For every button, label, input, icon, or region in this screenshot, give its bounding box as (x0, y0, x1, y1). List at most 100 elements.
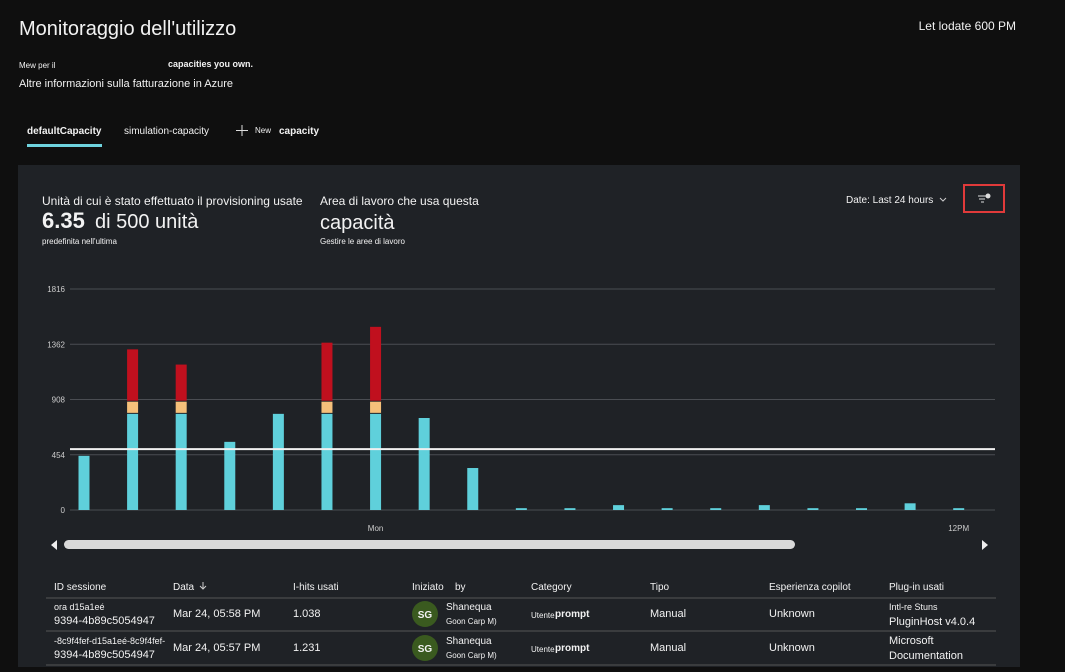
filter-icon (985, 193, 991, 199)
cell: Utente (531, 611, 555, 620)
cell: Mar 24, 05:58 PM (173, 608, 260, 620)
cell: Mar 24, 05:57 PM (173, 642, 260, 654)
intro: capacities you own. (168, 59, 253, 69)
bar-segment (321, 342, 333, 401)
bar-segment (175, 364, 187, 401)
cell: Utente (531, 645, 555, 654)
cell: Goon Carp M) (446, 617, 497, 626)
cell: 9394-4b89c5054947 (54, 649, 155, 661)
units-note: predefinita nell'ultima (42, 237, 117, 246)
sort-icon (199, 582, 207, 590)
tab[interactable]: simulation-capacity (124, 126, 209, 137)
workspace-link[interactable]: Gestire le aree di lavoro (320, 237, 405, 246)
y-tick-label: 1362 (47, 340, 65, 349)
column-header[interactable]: ID sessione (54, 582, 107, 593)
x-tick-label: Mon (368, 524, 384, 533)
filter-icon (978, 195, 986, 203)
column-header[interactable]: Category (531, 582, 572, 593)
cell: Shanequa (446, 636, 492, 647)
avatar-initials: SG (418, 610, 433, 621)
cell: PluginHost v4.0.4 (889, 616, 975, 628)
scrollbar[interactable] (64, 540, 795, 549)
bar-segment (175, 401, 187, 413)
bar-segment (758, 505, 770, 510)
workspace-label: Area di lavoro che usa questa (320, 194, 479, 208)
bar-segment (321, 401, 333, 413)
bar-segment (127, 349, 139, 401)
cell: 1.038 (293, 608, 321, 620)
units-value: 6.35 (42, 208, 85, 233)
new-tab[interactable]: capacity (279, 126, 319, 137)
bar-segment (370, 413, 382, 510)
bar-segment (904, 503, 916, 510)
date-filter[interactable]: Date: Last 24 hours (846, 195, 933, 206)
avatar-initials: SG (418, 644, 433, 655)
bar-segment (515, 508, 527, 510)
cell: Shanequa (446, 602, 492, 613)
intro: Mew per il (19, 61, 56, 70)
bar-segment (370, 401, 382, 413)
cell: Goon Carp M) (446, 651, 497, 660)
tab[interactable]: defaultCapacity (27, 126, 102, 137)
bar-segment (856, 508, 868, 510)
bar-segment (272, 413, 284, 510)
cell: 9394-4b89c5054947 (54, 615, 155, 627)
cell: prompt (555, 609, 590, 620)
y-tick-label: 908 (52, 396, 66, 405)
column-header[interactable]: Data (173, 582, 195, 593)
bar-segment (127, 413, 139, 510)
tab-underline (27, 144, 102, 147)
cell: ora d15a1eé (54, 602, 105, 612)
cell: Unknown (769, 608, 815, 620)
units-label: Unità di cui è stato effettuato il provi… (42, 194, 303, 208)
bar-segment (953, 508, 965, 510)
cell: Unknown (769, 642, 815, 654)
new-tab[interactable]: New (255, 126, 271, 135)
bar-segment (467, 468, 479, 510)
column-header[interactable]: by (455, 582, 466, 593)
x-tick-label: 12PM (948, 524, 969, 533)
bar-segment (224, 441, 236, 510)
scroll-left[interactable] (51, 540, 57, 550)
bar-segment (321, 413, 333, 510)
billing-link[interactable]: Altre informazioni sulla fatturazione in… (19, 78, 233, 90)
bar-segment (613, 505, 625, 510)
scroll-right[interactable] (982, 540, 988, 550)
bar-segment (175, 413, 187, 510)
bar-segment (78, 455, 90, 510)
y-tick-label: 454 (52, 451, 66, 460)
cell: -8c9f4fef-d15a1eé-8c9f4fef- (54, 636, 165, 646)
chevron (939, 197, 947, 202)
column-header[interactable]: Esperienza copilot (769, 582, 851, 593)
updated: Let lodate 600 PM (919, 19, 1016, 33)
y-tick-label: 1816 (47, 285, 65, 294)
plus-icon (236, 125, 248, 136)
column-header[interactable]: Iniziato (412, 582, 444, 593)
column-header[interactable]: Plug-in usati (889, 582, 944, 593)
bar-segment (710, 508, 722, 510)
cell: Documentation (889, 650, 963, 662)
bar-segment (564, 508, 576, 510)
avatar (412, 635, 438, 661)
bar-segment (418, 417, 430, 510)
cell: Manual (650, 642, 686, 654)
workspace-value: capacità (320, 212, 395, 234)
page-title: Monitoraggio dell'utilizzo (19, 18, 236, 40)
column-header[interactable]: I-hits usati (293, 582, 339, 593)
bar-segment (127, 401, 139, 413)
cell: Microsoft (889, 635, 934, 647)
units-of: di 500 unità (95, 211, 199, 233)
y-tick-label: 0 (61, 506, 66, 515)
bar-segment (370, 326, 382, 401)
panel (18, 165, 1020, 667)
bar-segment (661, 508, 673, 510)
filter-button[interactable] (963, 184, 1005, 213)
cell: prompt (555, 643, 590, 654)
avatar (412, 601, 438, 627)
column-header[interactable]: Tipo (650, 582, 670, 593)
cell: Manual (650, 608, 686, 620)
cell: 1.231 (293, 642, 321, 654)
cell: Intl-re Stuns (889, 602, 938, 612)
bar-segment (807, 508, 819, 510)
